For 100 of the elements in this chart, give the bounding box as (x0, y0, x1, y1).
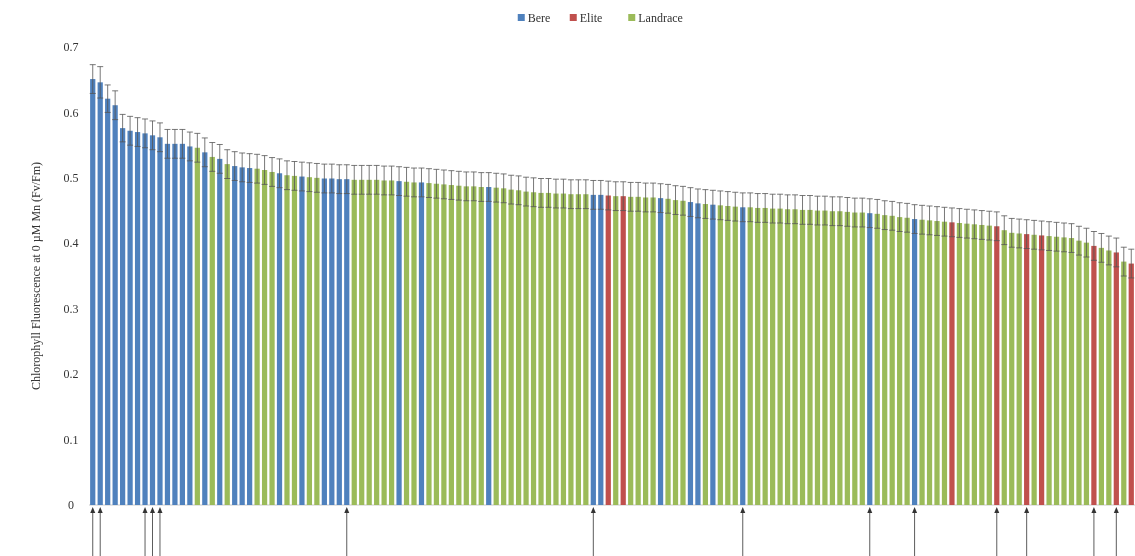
bar (919, 219, 925, 505)
bar (747, 207, 753, 505)
bar (523, 191, 529, 505)
bar (934, 221, 940, 505)
bar (105, 98, 111, 505)
bar (269, 171, 275, 505)
bar (247, 168, 253, 505)
bar (553, 193, 559, 505)
bar (762, 207, 768, 505)
bar (792, 209, 798, 505)
bar (374, 179, 380, 505)
y-tick-label: 0.3 (63, 301, 79, 316)
bar (321, 178, 327, 505)
bar (1121, 261, 1127, 505)
bar (403, 181, 410, 505)
bar (852, 212, 858, 505)
bar (1076, 240, 1082, 505)
bar (717, 205, 723, 505)
y-tick-label: 0.1 (63, 432, 79, 447)
bar (777, 208, 783, 505)
bar (538, 192, 544, 505)
bar (501, 188, 507, 505)
bar (926, 220, 933, 505)
bar (396, 181, 402, 505)
bar (515, 190, 522, 505)
bar (837, 211, 843, 505)
bar (456, 185, 462, 505)
bar (478, 187, 484, 505)
bar (665, 198, 671, 505)
bar (1061, 237, 1067, 505)
bar (874, 213, 880, 505)
bar (643, 197, 649, 505)
bar (605, 195, 611, 505)
bar (882, 215, 888, 505)
bar (964, 223, 970, 505)
bar (254, 168, 260, 505)
bar (725, 205, 731, 505)
bar (799, 209, 806, 505)
bar (613, 196, 619, 505)
bar (112, 105, 118, 505)
bar (1098, 247, 1104, 505)
bar (650, 197, 656, 505)
bar (284, 175, 290, 505)
bar (508, 189, 514, 505)
legend-label: Elite (579, 11, 603, 26)
bar (1046, 236, 1052, 505)
bar (844, 211, 850, 505)
bar (127, 130, 133, 505)
bar (1106, 250, 1112, 505)
bar (560, 193, 567, 505)
bar (388, 180, 395, 505)
bar (784, 209, 791, 505)
bar (463, 186, 469, 505)
bar (366, 179, 372, 505)
bar (1053, 236, 1060, 505)
bar (239, 167, 245, 505)
bar (120, 128, 126, 505)
bar (949, 222, 955, 505)
bar (224, 164, 230, 505)
bar (732, 206, 738, 505)
legend-label: Landrace (638, 11, 683, 26)
bar (807, 209, 813, 505)
bar (859, 212, 865, 505)
bar (695, 203, 701, 505)
bar (575, 194, 581, 505)
bar (545, 192, 552, 505)
bar (1031, 234, 1037, 505)
bar (770, 208, 776, 505)
y-tick-label: 0.5 (63, 171, 79, 186)
y-tick-label: 0.4 (63, 236, 79, 251)
bar (822, 210, 828, 505)
bar (276, 173, 283, 505)
bar (657, 198, 664, 505)
bar (187, 146, 193, 505)
bar (941, 221, 948, 505)
bar (986, 225, 992, 505)
bar (164, 143, 171, 505)
bar (702, 204, 709, 505)
bar (1001, 230, 1007, 505)
bar (710, 204, 716, 505)
bar (956, 223, 963, 505)
bar (433, 183, 440, 505)
bar (426, 183, 432, 505)
y-tick-label: 0.2 (63, 367, 79, 382)
bar (306, 177, 313, 505)
bar (755, 207, 761, 505)
bar (1016, 233, 1022, 505)
bar (971, 224, 977, 505)
bar (202, 152, 208, 505)
bar (411, 182, 417, 505)
bar (261, 170, 268, 505)
bar (530, 192, 537, 505)
bar (583, 194, 589, 505)
legend-label: Bere (527, 11, 551, 26)
y-tick-label: 0.7 (63, 40, 79, 55)
bar (620, 196, 626, 505)
bar (1009, 232, 1015, 505)
bar (680, 200, 686, 505)
bar (194, 147, 200, 505)
bar (904, 217, 910, 505)
